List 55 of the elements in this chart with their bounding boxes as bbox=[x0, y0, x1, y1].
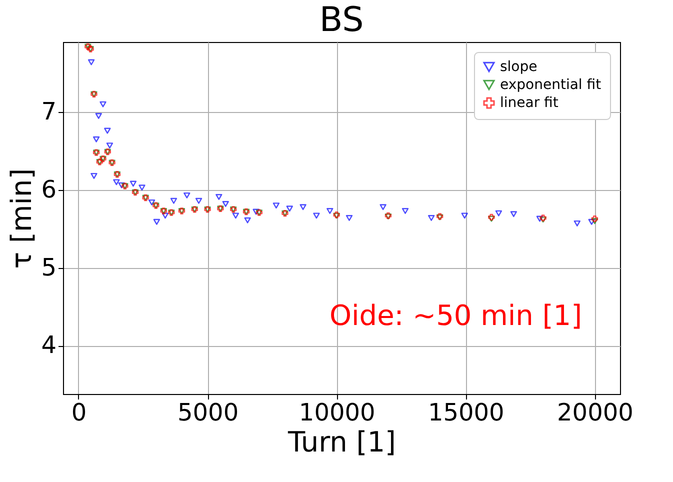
point bbox=[170, 198, 178, 204]
point bbox=[272, 202, 280, 209]
y-tick-label: 6 bbox=[41, 175, 56, 204]
x-tick-label: 15000 bbox=[428, 398, 504, 426]
x-axis-title: Turn [1] bbox=[287, 426, 396, 458]
point bbox=[252, 208, 260, 215]
point bbox=[313, 212, 320, 219]
point bbox=[153, 218, 160, 225]
point bbox=[222, 201, 229, 207]
x-tick-label: 10000 bbox=[298, 398, 376, 426]
point bbox=[92, 136, 100, 142]
point bbox=[588, 218, 595, 225]
point bbox=[244, 217, 251, 224]
legend-label: exponential fit bbox=[500, 77, 602, 93]
point bbox=[104, 128, 111, 134]
x-tick-label: 20000 bbox=[557, 398, 634, 426]
point bbox=[461, 212, 468, 219]
point bbox=[90, 172, 98, 179]
annotation: Oide: ~50 min [1] bbox=[329, 299, 582, 332]
point bbox=[88, 59, 95, 66]
point bbox=[591, 218, 598, 224]
point bbox=[113, 179, 120, 186]
point bbox=[346, 215, 353, 221]
point bbox=[286, 206, 293, 212]
chart-title: BS bbox=[319, 0, 364, 40]
point bbox=[100, 101, 106, 108]
y-axis-title: τ [min] bbox=[5, 168, 38, 269]
point bbox=[148, 199, 156, 206]
point bbox=[380, 204, 386, 210]
point bbox=[184, 192, 190, 198]
point bbox=[138, 184, 146, 191]
point bbox=[510, 211, 517, 218]
x-tick-label: 5000 bbox=[178, 398, 239, 426]
legend-label: linear fit bbox=[500, 95, 559, 111]
y-tick-label: 4 bbox=[41, 331, 56, 360]
legend-label: slope bbox=[500, 59, 538, 75]
point bbox=[300, 204, 306, 210]
point bbox=[232, 212, 240, 219]
y-tick-label: 7 bbox=[41, 98, 56, 126]
point bbox=[216, 194, 222, 200]
point bbox=[95, 113, 102, 119]
point bbox=[118, 182, 125, 188]
point bbox=[574, 220, 580, 226]
x-tick-label: 0 bbox=[71, 398, 87, 426]
point bbox=[536, 216, 544, 222]
point bbox=[106, 142, 114, 149]
point bbox=[495, 210, 502, 216]
point bbox=[428, 215, 435, 221]
y-tick-label: 5 bbox=[41, 253, 56, 282]
point bbox=[402, 208, 409, 214]
point bbox=[195, 198, 202, 204]
point bbox=[162, 212, 169, 219]
point bbox=[326, 208, 334, 214]
point bbox=[591, 215, 598, 222]
point bbox=[130, 180, 137, 187]
